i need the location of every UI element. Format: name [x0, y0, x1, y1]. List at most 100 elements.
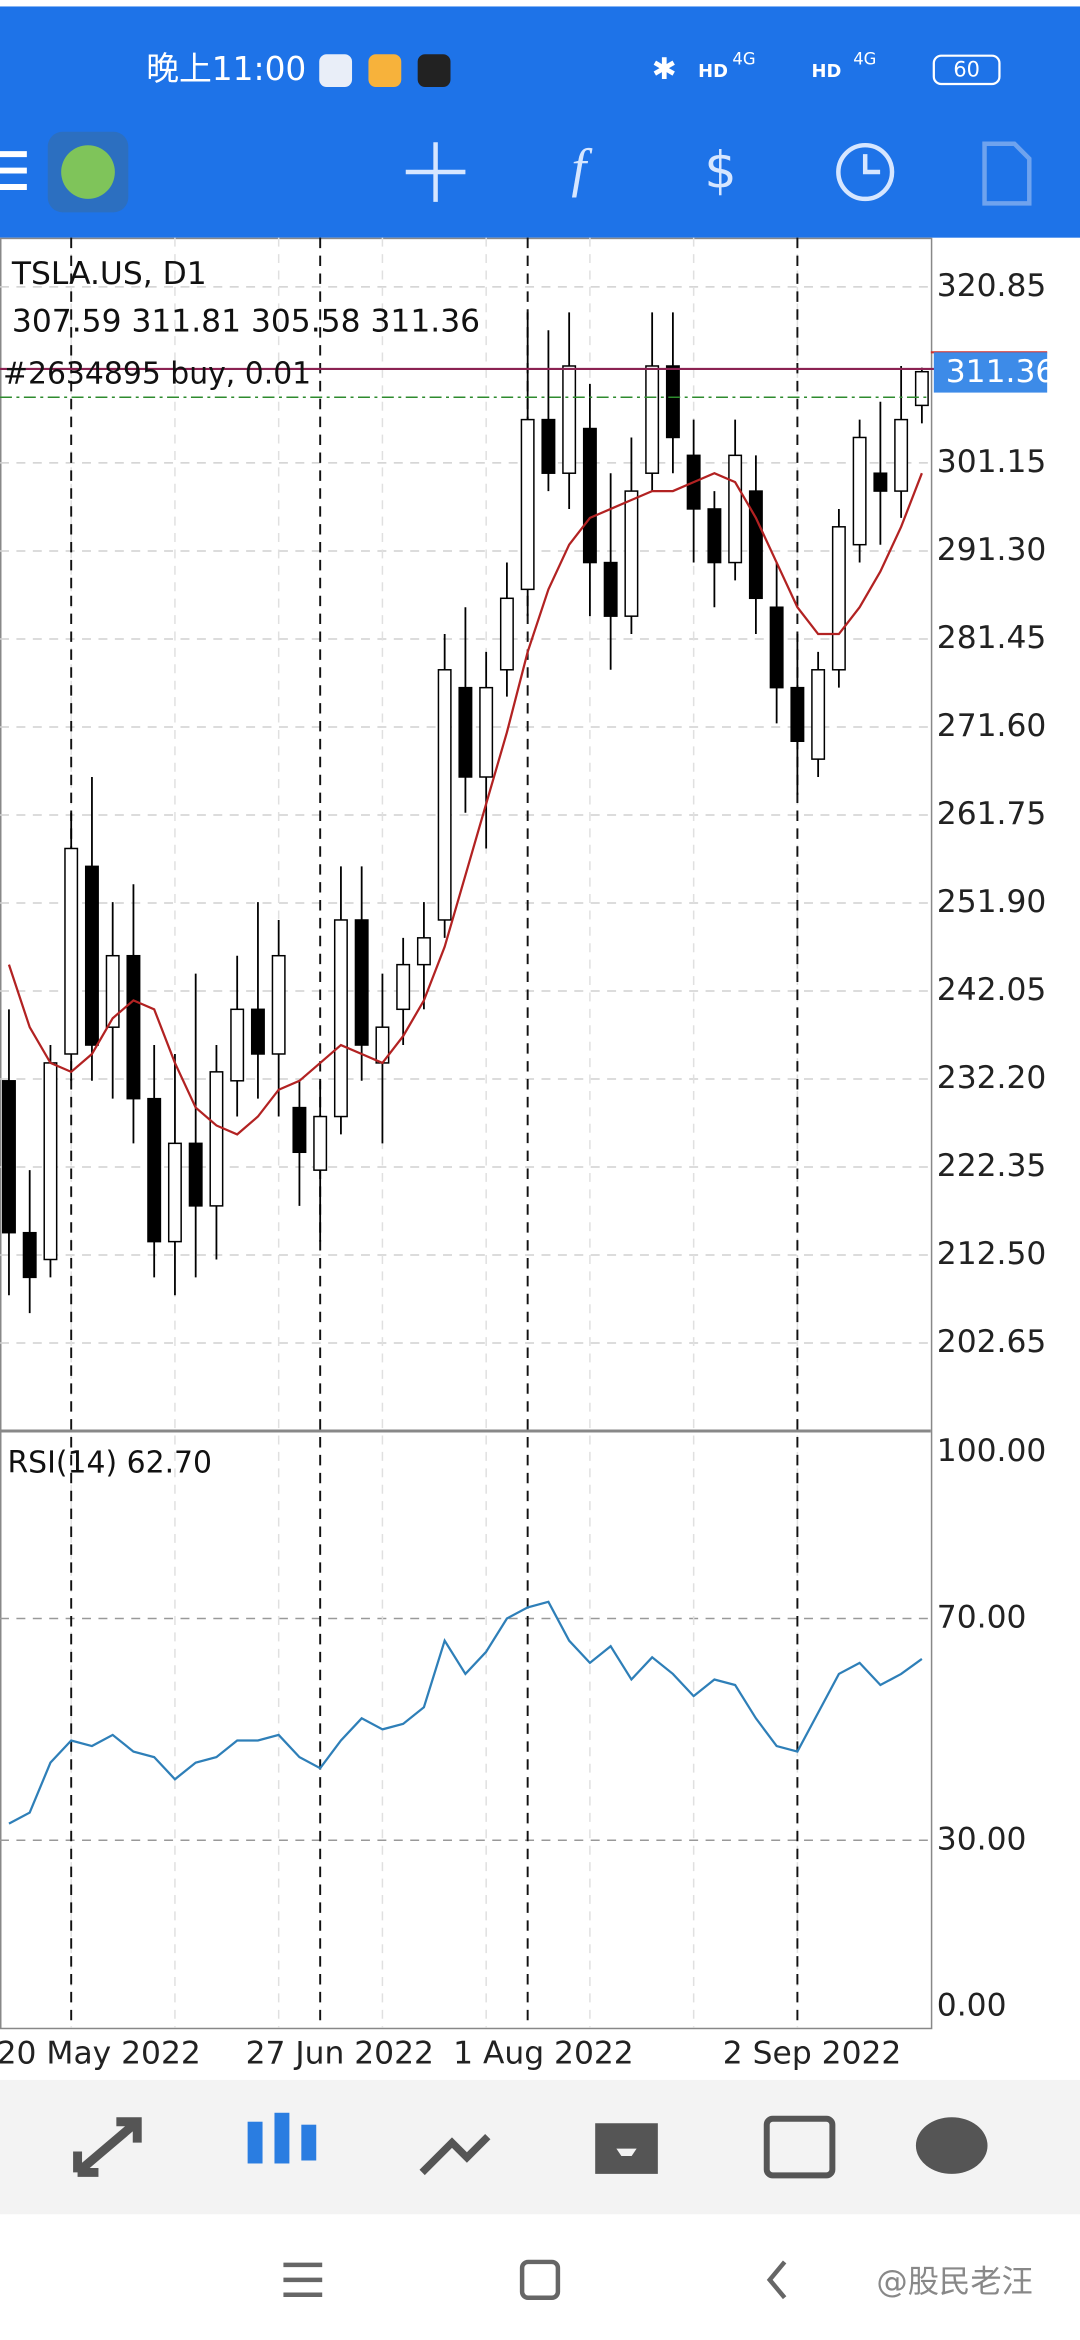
y-tick-label: 271.60: [937, 708, 1047, 744]
sys-back[interactable]: [766, 2260, 787, 2300]
candle-body: [499, 597, 514, 671]
candle-body: [562, 365, 577, 474]
x-tick-label: 20 May 2022: [0, 2036, 201, 2072]
candle-body: [873, 472, 888, 492]
order-label: #2634895 buy, 0.01: [3, 356, 311, 391]
candle-body: [396, 963, 411, 1011]
y-tick-label: 212.50: [937, 1236, 1047, 1272]
candle-body: [292, 1106, 307, 1154]
candle-body: [458, 686, 473, 778]
candle-body: [313, 1115, 328, 1171]
x-tick-label: 2 Sep 2022: [723, 2036, 902, 2072]
candle-body: [64, 847, 79, 1055]
app-logo-mark: [61, 145, 115, 199]
quotes-tab[interactable]: [73, 2117, 142, 2177]
y-tick-label: 301.15: [937, 444, 1047, 480]
y-tick-label: 291.30: [937, 532, 1047, 568]
menu-icon[interactable]: [0, 151, 27, 190]
y-tick-label: 0.00: [937, 1988, 1007, 2024]
candle-body: [728, 454, 743, 564]
candle-body: [479, 686, 494, 778]
ohlc-text: 307.59 311.81 305.58 311.36: [12, 304, 480, 340]
app-icon: [319, 54, 353, 88]
period-icon[interactable]: [836, 142, 895, 202]
candle-body: [894, 418, 909, 492]
y-tick-label: 261.75: [937, 796, 1047, 832]
news-tab[interactable]: [763, 2115, 836, 2179]
status-time: 晚上11:00: [146, 50, 306, 88]
chart-title: TSLA.US, D1: [11, 256, 207, 292]
candle-body: [603, 561, 618, 617]
bluetooth-icon: ✱: [652, 52, 677, 87]
y-tick-label: 100.00: [937, 1433, 1047, 1469]
chart-tab[interactable]: [247, 2112, 317, 2164]
battery: [932, 54, 1001, 86]
candle-body: [230, 1008, 245, 1082]
period-icon-hands: [862, 154, 881, 175]
candle-body: [582, 427, 597, 564]
rsi-line: [8, 1600, 923, 1825]
candle-body: [831, 526, 846, 671]
candle-body: [147, 1097, 162, 1243]
hd-label: HD: [698, 61, 728, 82]
y-tick-label: 222.35: [937, 1148, 1047, 1184]
y-tick-label: 251.90: [937, 884, 1047, 920]
candle-body: [167, 1142, 182, 1243]
app-icon: [417, 54, 451, 88]
history-tab[interactable]: [595, 2123, 658, 2174]
candle-body: [22, 1231, 37, 1279]
hd-label: HD: [811, 61, 841, 82]
app-icon: [368, 54, 402, 88]
header-bg: [0, 6, 1080, 238]
y-tick-label: 320.85: [937, 268, 1047, 304]
candle-body: [748, 490, 763, 600]
watermark: @股民老汪: [876, 2264, 1033, 2300]
last-price-box: [933, 352, 1048, 393]
candle-body: [645, 365, 660, 474]
candle-body: [84, 865, 99, 1046]
candle-body: [624, 490, 639, 617]
candle-body: [1, 1080, 16, 1234]
candle-body: [126, 954, 141, 1100]
y-tick-label: 70.00: [937, 1599, 1027, 1635]
candle-body: [209, 1071, 224, 1207]
candle-body: [811, 669, 826, 760]
chat-tab[interactable]: [915, 2117, 988, 2174]
candle-body: [105, 954, 120, 1028]
y-tick-label: 281.45: [937, 620, 1047, 656]
ma-line: [7, 471, 923, 1136]
candle-body: [437, 669, 452, 921]
candle-body: [541, 418, 556, 474]
rsi-title: RSI(14) 62.70: [7, 1445, 212, 1480]
new-order-icon[interactable]: [982, 141, 1032, 206]
objects-icon[interactable]: $: [704, 141, 736, 200]
last-price-label: 311.36: [946, 354, 1056, 390]
candle-body: [354, 919, 369, 1046]
candle-body: [769, 606, 784, 689]
bottom-nav: [0, 2079, 1080, 2215]
net-label: 4G: [732, 50, 755, 69]
net-label: 4G: [853, 50, 876, 69]
y-tick-label: 232.20: [937, 1060, 1047, 1096]
candle-body: [852, 436, 867, 546]
candle-body: [188, 1142, 203, 1207]
candle-body: [914, 370, 929, 407]
sys-home[interactable]: [519, 2259, 561, 2300]
candle-body: [707, 508, 722, 564]
y-tick-label: 202.65: [937, 1324, 1047, 1360]
candle-body: [416, 937, 431, 966]
sys-menu[interactable]: [283, 2262, 323, 2297]
battery-level: 60: [953, 58, 980, 82]
x-tick-label: 27 Jun 2022: [246, 2036, 434, 2072]
candle-body: [665, 365, 680, 439]
y-tick-label: 30.00: [937, 1821, 1027, 1857]
trade-tab[interactable]: [419, 2133, 491, 2176]
candle-body: [250, 1008, 265, 1055]
chart-frame: [0, 237, 933, 2030]
y-tick-label: 242.05: [937, 972, 1047, 1008]
candle-body: [43, 1062, 58, 1261]
candle-body: [520, 418, 535, 591]
crosshair-icon[interactable]: [405, 142, 466, 202]
